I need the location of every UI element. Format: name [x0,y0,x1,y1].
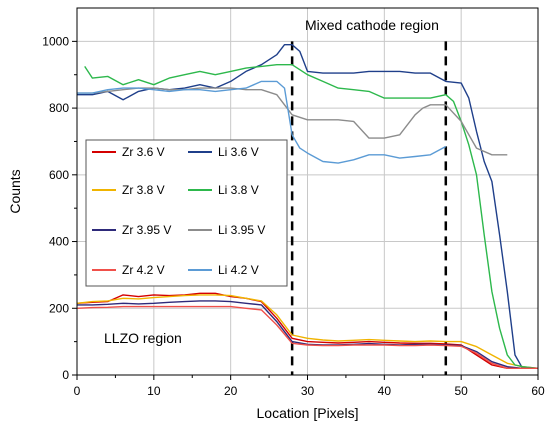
legend-label: Li 4.2 V [218,263,259,277]
x-tick-label: 40 [378,384,392,398]
legend-label: Zr 3.95 V [122,223,171,237]
y-axis-title: Counts [7,169,23,213]
axes [72,7,539,380]
x-tick-label: 10 [147,384,161,398]
legend-label: Zr 3.6 V [122,145,165,159]
x-tick-label: 60 [531,384,545,398]
series-lines [76,44,539,369]
y-tick-label: 600 [49,168,69,182]
y-tick-label: 400 [49,235,69,249]
y-tick-label: 0 [62,368,69,382]
y-tick-label: 200 [49,301,69,315]
x-tick-label: 0 [74,384,81,398]
region-dividers [290,41,448,375]
legend-box [85,139,288,287]
series-line-li-3-95-v [77,87,508,156]
series-line-zr-4-2-v [76,305,538,369]
x-tick-label: 30 [301,384,315,398]
series-line-li-4-2-v [77,80,447,164]
legend: Zr 3.6 V Zr 3.8 V Zr 3.95 V Zr 4.2 V Li 3.6 … [85,139,288,287]
x-axis-title: Location [Pixels] [257,405,359,421]
series-line-li-3-8-v [84,63,539,369]
annotation-mixed-cathode: Mixed cathode region [305,17,439,33]
x-tick-label: 50 [454,384,468,398]
x-tick-label: 20 [224,384,238,398]
y-tick-label: 800 [49,101,69,115]
series-line-zr-3-8-v [76,294,539,369]
legend-label: Zr 4.2 V [122,263,165,277]
legend-label: Zr 3.8 V [122,183,165,197]
legend-label: Li 3.95 V [218,223,265,237]
y-tick-label: 1000 [42,34,69,48]
legend-label: Li 3.6 V [218,145,259,159]
annotation-llzo: LLZO region [104,330,182,346]
legend-label: Li 3.8 V [218,183,259,197]
